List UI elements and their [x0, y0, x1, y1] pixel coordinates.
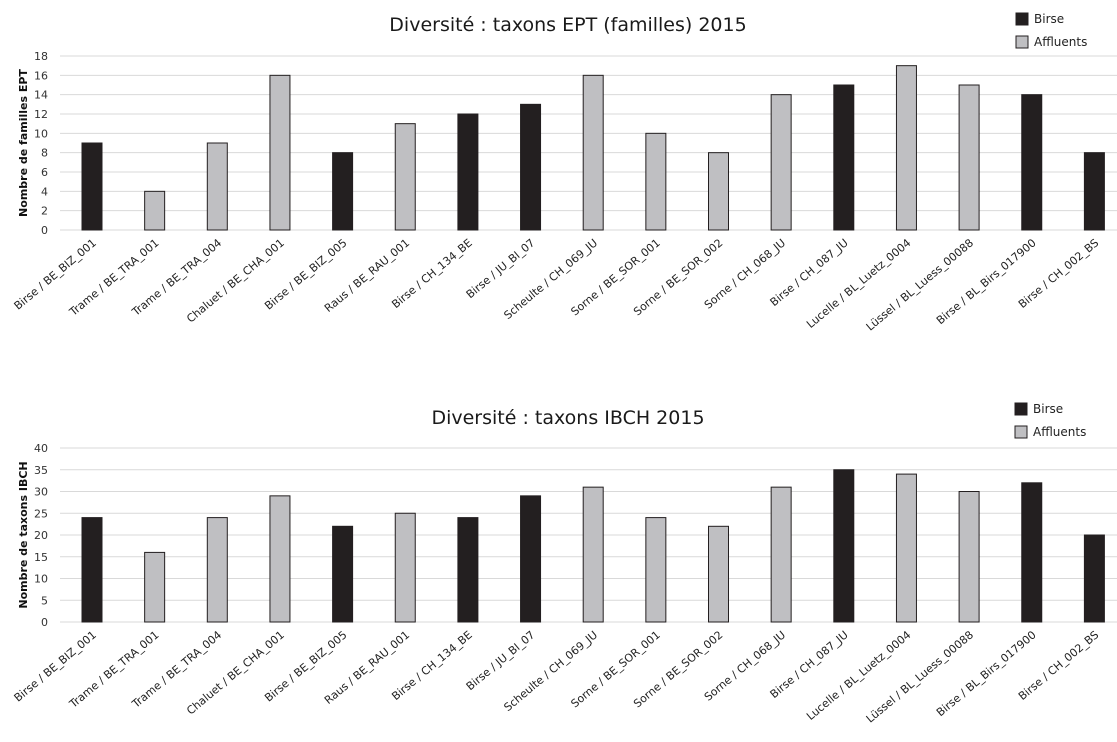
x-tick-label: Birse / BL_Birs_017900 — [934, 628, 1039, 719]
bar — [332, 152, 354, 231]
y-tick-label: 2 — [41, 205, 48, 218]
bar — [708, 152, 729, 231]
bar — [833, 469, 855, 623]
bar — [394, 512, 416, 623]
y-tick-label: 10 — [34, 127, 48, 140]
y-tick-label: 10 — [34, 573, 48, 586]
legend-swatch-birse — [1015, 12, 1029, 26]
bar — [269, 74, 291, 231]
x-tick-label: Lüssel / BL_Luess_00088 — [864, 236, 976, 333]
x-tick-label: Lucelle / BL_Luetz_0004 — [804, 236, 913, 331]
bar — [958, 491, 980, 623]
bar — [520, 495, 542, 623]
legend-label-birse: Birse — [1034, 12, 1064, 26]
bar — [81, 142, 103, 231]
bar — [582, 486, 604, 623]
bar — [144, 190, 166, 231]
y-tick-label: 6 — [41, 166, 48, 179]
bar — [1083, 152, 1105, 231]
bar — [1021, 482, 1043, 623]
bar — [269, 495, 291, 623]
y-tick-label: 25 — [34, 507, 48, 520]
y-tick-label: 18 — [34, 50, 48, 63]
bar — [770, 486, 792, 623]
y-tick-label: 0 — [41, 616, 48, 629]
y-tick-label: 14 — [34, 89, 48, 102]
bar — [958, 84, 980, 231]
bar — [457, 113, 479, 231]
bar — [394, 123, 416, 231]
y-tick-label: 0 — [41, 224, 48, 237]
y-axis-label: Nombre de familles EPT — [17, 69, 30, 217]
legend-swatch-affluents — [1014, 425, 1028, 439]
chart-1: Diversité : taxons EPT (familles) 2015 No… — [12, 12, 1117, 334]
bar — [895, 65, 917, 231]
bar — [895, 473, 917, 623]
bar — [770, 94, 792, 231]
bar — [144, 551, 166, 623]
bar — [645, 132, 667, 231]
bar — [332, 525, 354, 623]
y-tick-label: 4 — [41, 185, 48, 198]
y-tick-label: 20 — [34, 529, 48, 542]
bar — [582, 74, 604, 231]
chart-2: Diversité : taxons IBCH 2015 Nombre de ta… — [12, 402, 1117, 726]
bar — [457, 517, 479, 623]
bar — [1021, 94, 1043, 231]
bar — [1083, 534, 1105, 623]
bar — [520, 103, 542, 231]
x-tick-label: Birse / BL_Birs_017900 — [934, 236, 1039, 327]
y-tick-label: 16 — [34, 69, 48, 82]
bar — [206, 517, 228, 623]
y-tick-label: 30 — [34, 486, 48, 499]
bar — [206, 142, 228, 231]
y-tick-label: 35 — [34, 464, 48, 477]
bar — [833, 84, 855, 231]
legend-label-affluents: Affluents — [1033, 425, 1086, 439]
bar — [645, 517, 667, 623]
bar — [708, 525, 729, 623]
y-tick-label: 15 — [34, 551, 48, 564]
legend-label-affluents: Affluents — [1034, 35, 1087, 49]
y-axis-label: Nombre de taxons IBCH — [17, 461, 30, 608]
x-tick-label: Lucelle / BL_Luetz_0004 — [804, 628, 913, 723]
legend-swatch-birse — [1014, 402, 1028, 416]
y-tick-label: 12 — [34, 108, 48, 121]
x-tick-label: Lüssel / BL_Luess_00088 — [864, 628, 976, 725]
y-tick-label: 40 — [34, 442, 48, 455]
legend-label-birse: Birse — [1033, 402, 1063, 416]
chart-title: Diversité : taxons IBCH 2015 — [431, 407, 704, 429]
legend-swatch-affluents — [1015, 35, 1029, 49]
bar — [81, 517, 103, 623]
y-tick-label: 5 — [41, 594, 48, 607]
y-tick-label: 8 — [41, 147, 48, 160]
chart-title: Diversité : taxons EPT (familles) 2015 — [389, 14, 746, 36]
